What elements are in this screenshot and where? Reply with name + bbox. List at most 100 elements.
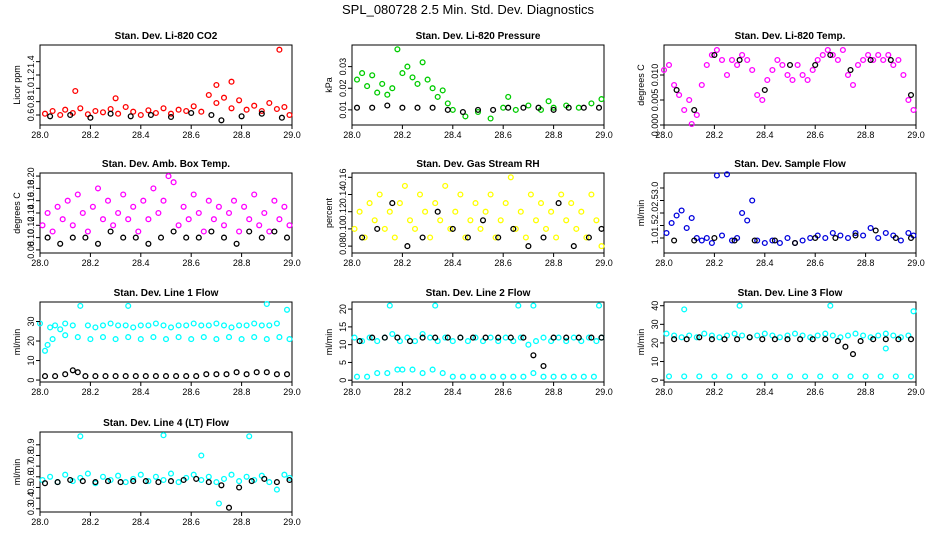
data-point <box>474 108 482 116</box>
data-point <box>359 234 366 241</box>
y-axis-label: ml/min <box>636 200 646 227</box>
data-point <box>434 208 441 215</box>
data-point <box>759 336 766 343</box>
data-point <box>671 237 678 244</box>
x-tick-label: 28.6 <box>494 130 512 140</box>
y-axis-label: percent <box>324 197 334 228</box>
data-point <box>822 234 829 242</box>
data-point <box>94 240 102 247</box>
y-tick-label: 0.7 <box>26 460 36 473</box>
panel-title: Stan. Dev. Sample Flow <box>734 159 846 170</box>
data-point <box>286 476 293 484</box>
series-2 <box>47 109 285 124</box>
x-tick-label: 28.4 <box>132 130 150 140</box>
data-point <box>386 208 393 215</box>
data-point <box>459 108 466 116</box>
data-point <box>555 200 562 207</box>
data-point <box>213 320 220 327</box>
data-point <box>41 110 49 117</box>
plot-frame <box>663 301 917 383</box>
data-point <box>228 105 235 112</box>
x-tick-label: 29.0 <box>283 387 301 397</box>
series-1 <box>39 432 293 507</box>
data-point <box>588 334 595 341</box>
data-point <box>837 232 844 239</box>
data-point <box>273 479 280 486</box>
y-tick-label: 30 <box>26 317 36 327</box>
data-point <box>512 106 519 113</box>
data-point <box>353 373 361 380</box>
data-point <box>208 228 215 235</box>
data-point <box>895 56 902 64</box>
data-point <box>885 51 892 59</box>
y-tick-label: 0.010 <box>650 64 660 87</box>
data-point <box>736 302 743 309</box>
data-point <box>411 338 419 345</box>
data-point <box>115 472 122 479</box>
data-point <box>663 229 670 237</box>
data-point <box>897 237 904 244</box>
data-point <box>193 475 200 482</box>
data-point <box>135 228 142 235</box>
data-point <box>170 179 177 186</box>
data-point <box>188 109 195 117</box>
data-point <box>703 234 710 242</box>
data-point <box>79 478 86 485</box>
data-point <box>115 110 122 117</box>
data-point <box>142 478 149 485</box>
data-point <box>167 110 175 117</box>
data-point <box>553 234 560 241</box>
data-point <box>870 336 877 343</box>
x-tick-label: 29.0 <box>595 258 613 268</box>
data-point <box>142 373 149 380</box>
data-point <box>200 334 207 341</box>
data-point <box>92 373 99 380</box>
data-point <box>74 369 81 376</box>
data-point <box>784 336 791 343</box>
data-point <box>409 74 416 81</box>
data-point <box>258 107 265 115</box>
data-point <box>532 338 540 345</box>
data-point <box>844 71 852 79</box>
data-point <box>530 352 537 359</box>
data-point <box>213 81 220 89</box>
data-point <box>89 203 96 210</box>
y-tick-label: 10 <box>338 340 348 350</box>
data-point <box>701 330 708 337</box>
data-point <box>273 486 280 493</box>
data-point <box>74 191 81 198</box>
data-point <box>416 191 424 198</box>
data-point <box>185 216 192 223</box>
data-point <box>761 330 768 337</box>
data-point <box>558 191 565 198</box>
x-tick-label: 29.0 <box>907 258 925 268</box>
data-point <box>57 111 64 119</box>
data-point <box>872 227 879 234</box>
data-point <box>691 237 698 244</box>
x-tick-label: 28.8 <box>233 258 251 268</box>
series-2 <box>41 367 291 380</box>
data-point <box>401 182 408 189</box>
data-point <box>62 371 69 378</box>
data-point <box>751 237 758 244</box>
data-point <box>409 366 416 373</box>
data-point <box>500 373 507 380</box>
data-point <box>784 332 791 339</box>
y-tick-label: 0.6 <box>26 471 36 484</box>
data-point <box>671 81 678 89</box>
data-point <box>263 300 270 308</box>
x-tick-label: 28.6 <box>494 387 512 397</box>
data-point <box>213 371 220 378</box>
data-point <box>522 234 529 241</box>
data-point <box>107 320 114 327</box>
data-point <box>137 322 144 329</box>
data-point <box>190 471 197 478</box>
data-point <box>281 103 288 111</box>
data-point <box>746 334 753 341</box>
data-point <box>459 373 466 380</box>
data-point <box>688 120 695 128</box>
plot-frame <box>663 44 917 126</box>
y-tick-label: 0.8 <box>26 95 36 108</box>
scatter-panel-5: Stan. Dev. Gas Stream RH 28.0 28.2 28.4 28.6… <box>324 159 613 268</box>
data-point <box>188 336 195 343</box>
